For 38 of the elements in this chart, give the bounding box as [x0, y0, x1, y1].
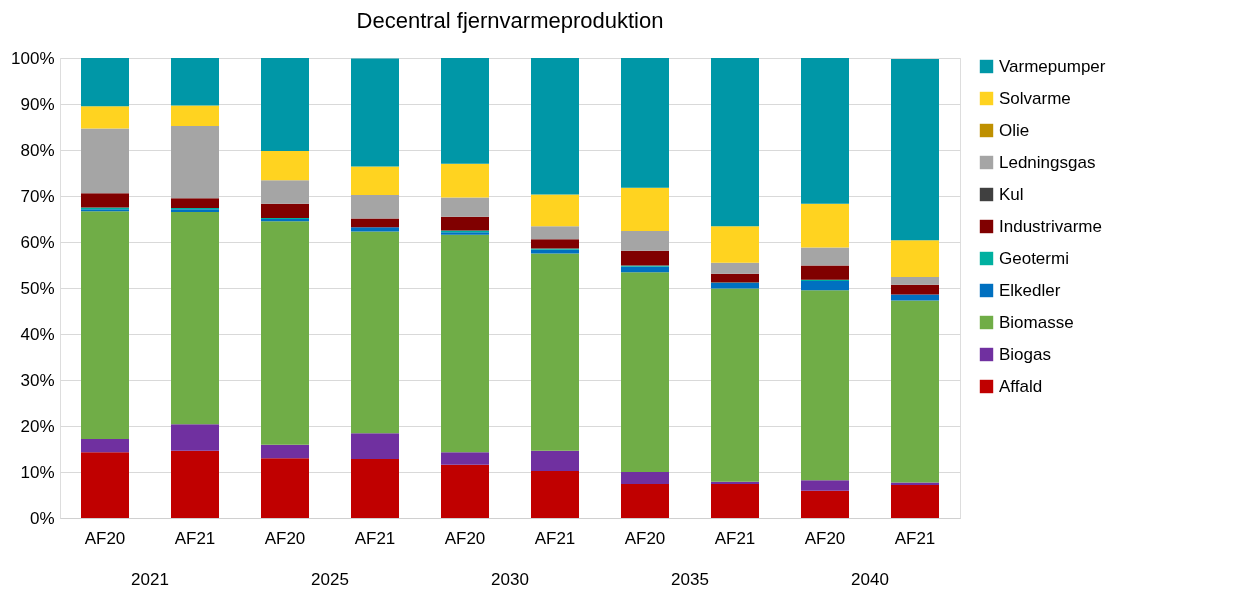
- y-tick-label: 60%: [20, 232, 55, 252]
- legend-label: Olie: [999, 120, 1030, 140]
- y-tick-label: 40%: [20, 324, 55, 344]
- text: 2030: [491, 570, 529, 589]
- y-tick-label: 80%: [20, 140, 55, 160]
- legend-label: Industrivarme: [999, 216, 1102, 236]
- text: 2040: [851, 570, 889, 589]
- legend-label: Varmepumper: [999, 56, 1106, 76]
- y-tick-label: 10%: [20, 462, 55, 482]
- text: 2025: [311, 570, 349, 589]
- y-tick-label: 70%: [20, 186, 55, 206]
- legend-label: Solvarme: [999, 88, 1071, 108]
- legend-label: Biomasse: [999, 312, 1074, 332]
- x-tick-label: AF20: [804, 528, 846, 548]
- legend-label: Biogas: [999, 344, 1051, 364]
- x-tick-label: AF21: [354, 528, 396, 548]
- y-tick-label: 100%: [11, 48, 55, 68]
- legend-label: Elkedler: [999, 280, 1061, 300]
- legend-label: Affald: [999, 376, 1043, 396]
- y-tick-label: 30%: [20, 370, 55, 390]
- x-tick-label: AF21: [894, 528, 936, 548]
- text: 2021: [131, 570, 169, 589]
- y-tick-label: 20%: [20, 416, 55, 436]
- y-tick-label: 50%: [20, 278, 55, 298]
- x-tick-label: AF20: [624, 528, 666, 548]
- x-tick-label: AF20: [84, 528, 126, 548]
- x-tick-label: AF21: [174, 528, 216, 548]
- legend-label: Kul: [999, 184, 1024, 204]
- x-tick-label: AF21: [714, 528, 756, 548]
- text: 2035: [671, 570, 709, 589]
- legend-label: Geotermi: [999, 248, 1069, 268]
- legend-label: Ledningsgas: [999, 152, 1096, 172]
- y-tick-label: 90%: [20, 94, 55, 114]
- y-tick-label: 0%: [29, 508, 55, 528]
- x-tick-label: AF20: [264, 528, 306, 548]
- x-tick-label: AF21: [534, 528, 576, 548]
- chart-title: Decentral fjernvarmeproduktion: [356, 8, 664, 33]
- x-tick-label: AF20: [444, 528, 486, 548]
